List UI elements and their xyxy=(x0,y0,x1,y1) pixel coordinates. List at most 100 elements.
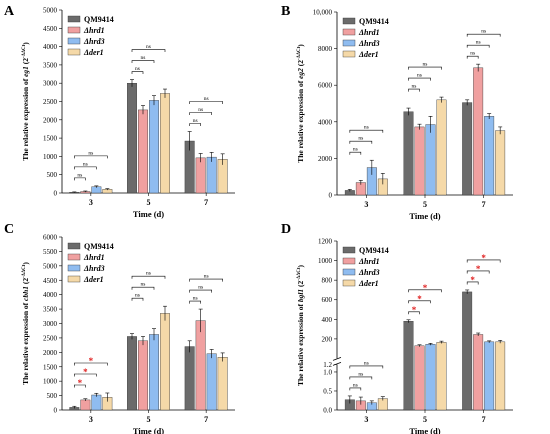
significance-bracket xyxy=(74,362,108,366)
significance-bracket xyxy=(408,66,442,70)
significance-label: ns xyxy=(135,66,140,72)
panel-b: B 0 2000 4000 6000 8000 10,000 The relative exp… xyxy=(281,4,513,221)
x-tick-label: 3 xyxy=(89,415,93,424)
significance-bracket xyxy=(349,376,373,380)
x-tick-label: 7 xyxy=(204,415,208,424)
significance-bracket xyxy=(74,373,97,377)
legend-swatch xyxy=(342,50,356,58)
significance-label: * xyxy=(423,283,428,293)
legend-swatch xyxy=(67,253,81,261)
significance-label: ns xyxy=(417,73,422,79)
y-tick-label: 1200 xyxy=(318,238,333,246)
legend-label: QM9414 xyxy=(359,17,389,26)
y-tick-label: 1000 xyxy=(43,378,58,386)
axis-break-mark xyxy=(332,357,342,361)
bar xyxy=(138,109,148,194)
bar xyxy=(80,399,91,411)
bar xyxy=(91,186,102,194)
significance-bracket xyxy=(408,88,420,92)
y-tick-label: 1000 xyxy=(43,153,58,161)
significance-bracket xyxy=(131,275,166,279)
x-tick-label: 3 xyxy=(89,198,93,207)
legend-label: Δder1 xyxy=(358,50,379,59)
y-tick-label: 1.0 xyxy=(323,368,332,376)
legend-swatch xyxy=(67,275,81,283)
legend-swatch xyxy=(342,268,356,276)
significance-bracket xyxy=(131,60,155,64)
y-tick-label: 5000 xyxy=(43,262,58,270)
y-tick-label: 4500 xyxy=(43,25,58,33)
legend-swatch xyxy=(67,15,81,23)
bar xyxy=(195,320,206,411)
significance-label: ns xyxy=(198,107,203,113)
y-tick-label: 1000 xyxy=(318,257,333,265)
legend-label: Δhrd3 xyxy=(358,39,380,48)
legend-label: QM9414 xyxy=(359,246,389,255)
panel-letter: D xyxy=(281,222,291,237)
y-tick-label: 2000 xyxy=(318,155,333,163)
significance-label: ns xyxy=(198,285,203,291)
significance-bracket xyxy=(466,259,501,263)
significance-label: * xyxy=(417,294,422,304)
significance-label: ns xyxy=(353,147,358,153)
x-tick-label: 7 xyxy=(482,200,486,209)
panel-letter: B xyxy=(281,4,290,19)
significance-bracket xyxy=(408,289,442,293)
significance-label: ns xyxy=(146,44,151,50)
significance-label: * xyxy=(481,253,486,263)
legend-label: Δhrd1 xyxy=(358,28,380,37)
legend-swatch xyxy=(342,257,356,265)
significance-label: ns xyxy=(88,150,93,156)
x-tick-label: 3 xyxy=(364,415,368,424)
significance-bracket xyxy=(349,140,373,144)
x-tick-label: 5 xyxy=(147,415,151,424)
x-tick-label: 7 xyxy=(204,198,208,207)
y-axis-label: The relative expression of cbh1 (2-ΔΔCt) xyxy=(21,262,30,385)
significance-bracket xyxy=(408,77,431,81)
bar xyxy=(127,336,137,411)
y-axis-label: The relative expression of bgl1 (2-ΔΔCt) xyxy=(296,264,305,386)
y-tick-label: 5500 xyxy=(43,248,58,256)
y-tick-label: 200 xyxy=(322,335,333,343)
y-tick-label: 3000 xyxy=(43,80,58,88)
legend-label: Δhrd1 xyxy=(83,253,105,262)
y-tick-label: 1.2 xyxy=(323,361,332,369)
significance-label: * xyxy=(83,367,88,377)
x-tick-label: 5 xyxy=(147,198,151,207)
significance-label: * xyxy=(78,378,83,388)
legend-swatch xyxy=(342,246,356,254)
x-tick-label: 5 xyxy=(423,200,427,209)
significance-bracket xyxy=(189,101,223,105)
bar xyxy=(206,353,217,411)
x-axis-label: Time (d) xyxy=(409,426,440,434)
significance-bracket xyxy=(74,384,86,388)
significance-label: ns xyxy=(141,55,146,61)
significance-bracket xyxy=(408,311,420,315)
legend-swatch xyxy=(67,37,81,45)
y-tick-label: 5000 xyxy=(43,7,58,15)
panel-letter: A xyxy=(4,4,15,19)
bar xyxy=(495,341,506,411)
significance-label: ns xyxy=(193,296,198,302)
axis-break-gap xyxy=(333,358,341,365)
significance-bracket xyxy=(466,281,479,285)
significance-bracket xyxy=(189,289,212,293)
y-tick-label: 4000 xyxy=(318,118,333,126)
y-tick-label: 500 xyxy=(47,392,58,400)
significance-label: ns xyxy=(135,293,140,299)
bar xyxy=(414,345,425,411)
y-tick-label: 400 xyxy=(322,316,333,324)
y-tick-label: 1500 xyxy=(43,135,58,143)
significance-label: ns xyxy=(412,84,417,90)
bar xyxy=(160,93,170,194)
axis-break-mark xyxy=(332,362,342,366)
bar xyxy=(495,130,506,196)
legend-swatch xyxy=(342,28,356,36)
significance-bracket xyxy=(74,155,108,159)
bar xyxy=(127,82,137,194)
bar xyxy=(403,321,414,411)
y-tick-label: 2500 xyxy=(43,98,58,106)
legend-label: Δder1 xyxy=(83,48,104,57)
significance-bracket xyxy=(189,278,223,282)
significance-label: ns xyxy=(77,172,82,178)
